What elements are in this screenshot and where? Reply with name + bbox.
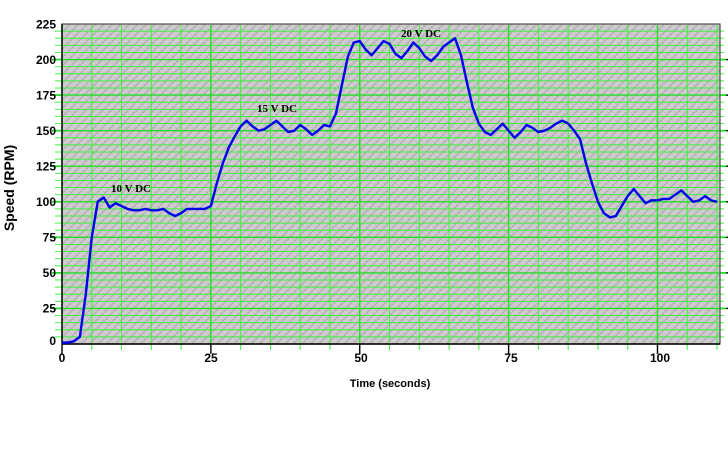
svg-text:75: 75 xyxy=(43,231,57,245)
svg-text:25: 25 xyxy=(43,302,57,316)
svg-text:50: 50 xyxy=(354,351,368,365)
svg-text:100: 100 xyxy=(650,351,670,365)
svg-text:25: 25 xyxy=(204,351,218,365)
svg-text:175: 175 xyxy=(36,88,56,102)
svg-text:Time (seconds): Time (seconds) xyxy=(350,378,431,390)
svg-text:10 V DC: 10 V DC xyxy=(111,183,151,195)
svg-text:225: 225 xyxy=(36,17,56,31)
svg-text:20 V DC: 20 V DC xyxy=(401,28,441,40)
svg-text:50: 50 xyxy=(43,266,57,280)
svg-text:100: 100 xyxy=(36,195,56,209)
svg-text:75: 75 xyxy=(504,351,518,365)
svg-text:0: 0 xyxy=(49,334,56,348)
svg-text:125: 125 xyxy=(36,160,56,174)
svg-text:Speed (RPM): Speed (RPM) xyxy=(1,145,17,231)
svg-text:200: 200 xyxy=(36,53,56,67)
svg-text:150: 150 xyxy=(36,124,56,138)
svg-text:15 V DC: 15 V DC xyxy=(257,103,297,115)
svg-text:0: 0 xyxy=(59,351,66,365)
